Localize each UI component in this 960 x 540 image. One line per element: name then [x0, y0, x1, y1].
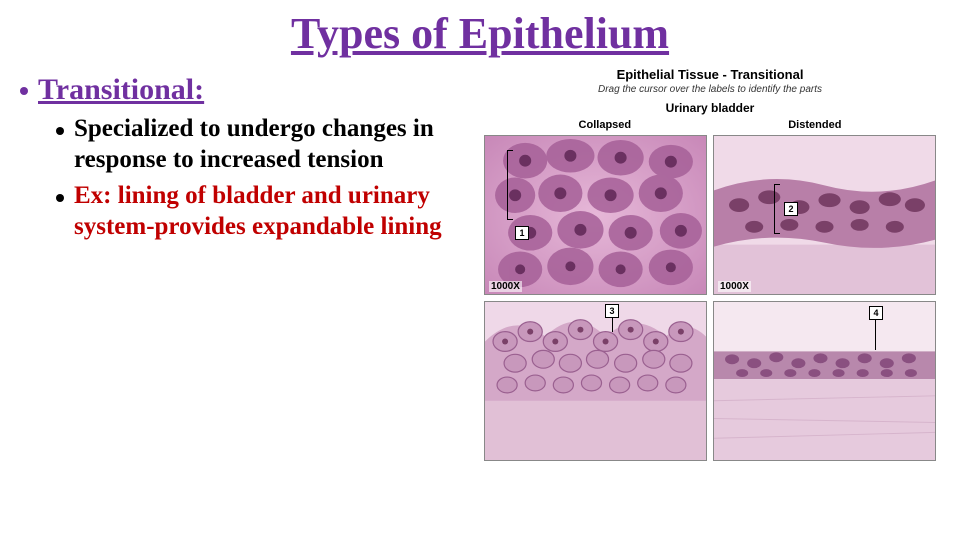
tissue-illustration-distended-low-mag — [714, 302, 935, 460]
micrograph-panel-2: 2 1000X — [713, 135, 936, 295]
bullet-point-1: Specialized to undergo changes in respon… — [74, 113, 480, 176]
bullet-heading-row: Transitional: — [20, 73, 480, 107]
bullet-dot-l1 — [20, 87, 28, 95]
label-marker-2[interactable]: 2 — [784, 202, 798, 216]
text-column: Transitional: Specialized to undergo cha… — [20, 67, 480, 461]
micrograph-panel-4: 4 — [713, 301, 936, 461]
page-title: Types of Epithelium — [0, 0, 960, 59]
bullet-point-1-row: Specialized to undergo changes in respon… — [56, 113, 480, 176]
micrograph-panel-3: 3 — [484, 301, 707, 461]
micrograph-grid: 1 1000X — [480, 135, 940, 461]
bullet-dot-l2 — [56, 127, 64, 135]
tissue-illustration-collapsed-low-mag — [485, 302, 706, 460]
bracket-indicator — [507, 150, 513, 220]
tissue-illustration-distended-1000x — [714, 136, 935, 294]
label-marker-1[interactable]: 1 — [515, 226, 529, 240]
magnification-label: 1000X — [718, 281, 751, 292]
title-text: Types of Epithelium — [291, 9, 669, 58]
label-marker-3[interactable]: 3 — [605, 304, 619, 318]
diagram-organ-label: Urinary bladder — [480, 101, 940, 115]
content-area: Transitional: Specialized to undergo cha… — [0, 59, 960, 461]
diagram-column: Epithelial Tissue - Transitional Drag th… — [480, 67, 940, 461]
label-marker-4[interactable]: 4 — [869, 306, 883, 320]
tissue-illustration-collapsed-1000x — [485, 136, 706, 294]
micrograph-panel-1: 1 1000X — [484, 135, 707, 295]
diagram-state-labels: Collapsed Distended — [480, 119, 940, 131]
bullet-point-2: Ex: lining of bladder and urinary system… — [74, 180, 480, 243]
bullet-dot-l2 — [56, 194, 64, 202]
state-label-distended: Distended — [788, 119, 841, 131]
pointer-line — [612, 318, 613, 332]
diagram-subtitle: Drag the cursor over the labels to ident… — [480, 84, 940, 95]
bullet-heading: Transitional: — [38, 73, 204, 107]
diagram-title: Epithelial Tissue - Transitional — [480, 67, 940, 82]
state-label-collapsed: Collapsed — [579, 119, 632, 131]
bullet-point-2-row: Ex: lining of bladder and urinary system… — [56, 180, 480, 243]
magnification-label: 1000X — [489, 281, 522, 292]
pointer-line — [875, 320, 876, 350]
bracket-indicator — [774, 184, 780, 234]
